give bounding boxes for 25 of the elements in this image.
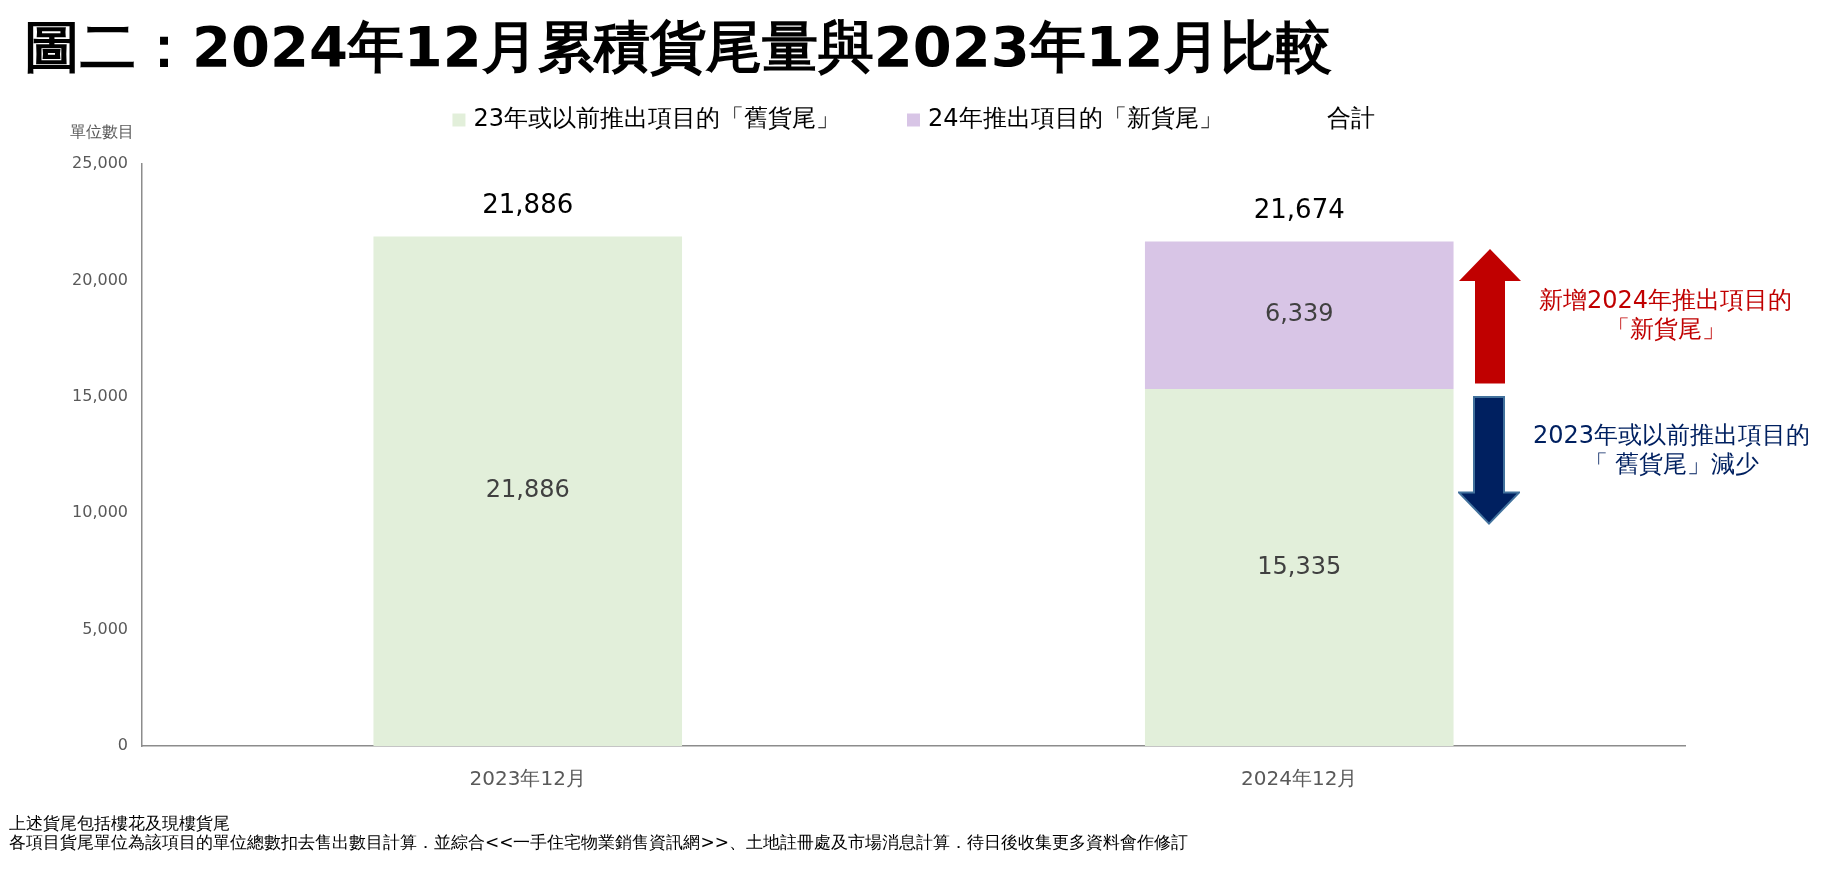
bar (1144, 389, 1454, 746)
text: 上述貨尾包括樓花及現樓貨尾 (9, 813, 231, 833)
data-label: 6,339 (1264, 299, 1334, 328)
x-tick-label: 2024年12月 (1241, 766, 1358, 791)
y-tick-label: 15,000 (72, 385, 128, 405)
chart-title: 圖二：2024年12月累積貨尾量與2023年12月比較 (24, 14, 1332, 80)
y-axis-title: 單位數目 (70, 122, 134, 142)
total-label: 21,886 (482, 189, 574, 220)
text: 各項目貨尾單位為該項目的單位總數扣去售出數目計算．並綜合<<一手住宅物業銷售資訊網>>、土地註冊處及市場消息計算．待日後收集更多資料會作修訂 (9, 832, 1188, 852)
data-label: 15,335 (1257, 551, 1342, 580)
total-label: 21,674 (1253, 194, 1345, 225)
y-tick-label: 20,000 (72, 269, 128, 289)
annotation: 新增2024年推出項目的「新貨尾」 (1538, 286, 1794, 345)
bar (373, 236, 683, 746)
y-tick-label: 10,000 (72, 502, 128, 522)
annotation: 2023年或以前推出項目的「 舊貨尾」減少 (1532, 421, 1812, 480)
x-tick-label: 2023年12月 (469, 766, 586, 791)
legend-label: 24年推出項目的「新貨尾」 (928, 104, 1223, 133)
y-tick-label: 25,000 (72, 153, 128, 173)
text: 合計 (1326, 104, 1375, 133)
data-label: 21,886 (485, 475, 570, 504)
bar (1144, 241, 1454, 389)
y-tick-label: 0 (117, 735, 128, 755)
legend-label: 23年或以前推出項目的「舊貨尾」 (473, 104, 841, 133)
y-tick-label: 5,000 (82, 618, 128, 638)
